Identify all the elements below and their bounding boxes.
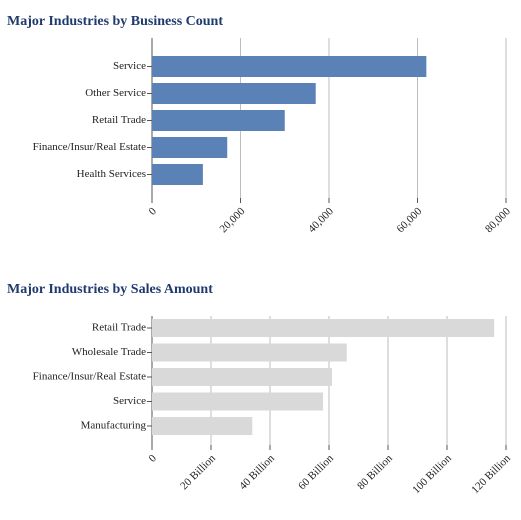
bar <box>152 392 324 411</box>
y-tick-label: Finance/Insur/Real Estate <box>33 141 146 153</box>
y-tick-label: Wholesale Trade <box>72 346 146 358</box>
x-tick-label: 40,000 <box>306 205 336 235</box>
bar <box>152 417 253 435</box>
y-tick-label: Finance/Insur/Real Estate <box>33 371 146 383</box>
x-tick-label: 80 Billion <box>355 452 395 492</box>
x-tick-label: 80,000 <box>483 205 513 235</box>
x-tick-label: 120 Billion <box>469 452 513 496</box>
chart-title: Major Industries by Business Count <box>7 14 223 29</box>
y-tick-label: Other Service <box>85 87 146 99</box>
x-tick-label: 60,000 <box>395 205 425 235</box>
x-tick-label: 60 Billion <box>296 452 336 492</box>
y-tick-label: Retail Trade <box>92 322 146 334</box>
bar <box>152 137 228 158</box>
bar <box>152 368 332 386</box>
y-tick-label: Health Services <box>77 168 146 180</box>
bar <box>152 83 316 104</box>
bar <box>152 110 285 131</box>
bar <box>152 164 203 185</box>
y-tick-label: Service <box>113 60 146 72</box>
y-tick-label: Retail Trade <box>92 114 146 126</box>
x-tick-label: 20,000 <box>218 205 248 235</box>
x-tick-label: 20 Billion <box>178 452 218 492</box>
chart-title: Major Industries by Sales Amount <box>7 282 213 297</box>
y-tick-label: Service <box>113 395 146 407</box>
x-tick-label: 0 <box>147 452 160 465</box>
bar <box>152 343 347 362</box>
bar <box>152 319 495 337</box>
x-tick-label: 100 Billion <box>410 452 454 496</box>
y-tick-label: Manufacturing <box>81 420 147 432</box>
bar <box>152 56 427 77</box>
x-tick-label: 0 <box>147 205 160 218</box>
x-tick-label: 40 Billion <box>237 452 277 492</box>
